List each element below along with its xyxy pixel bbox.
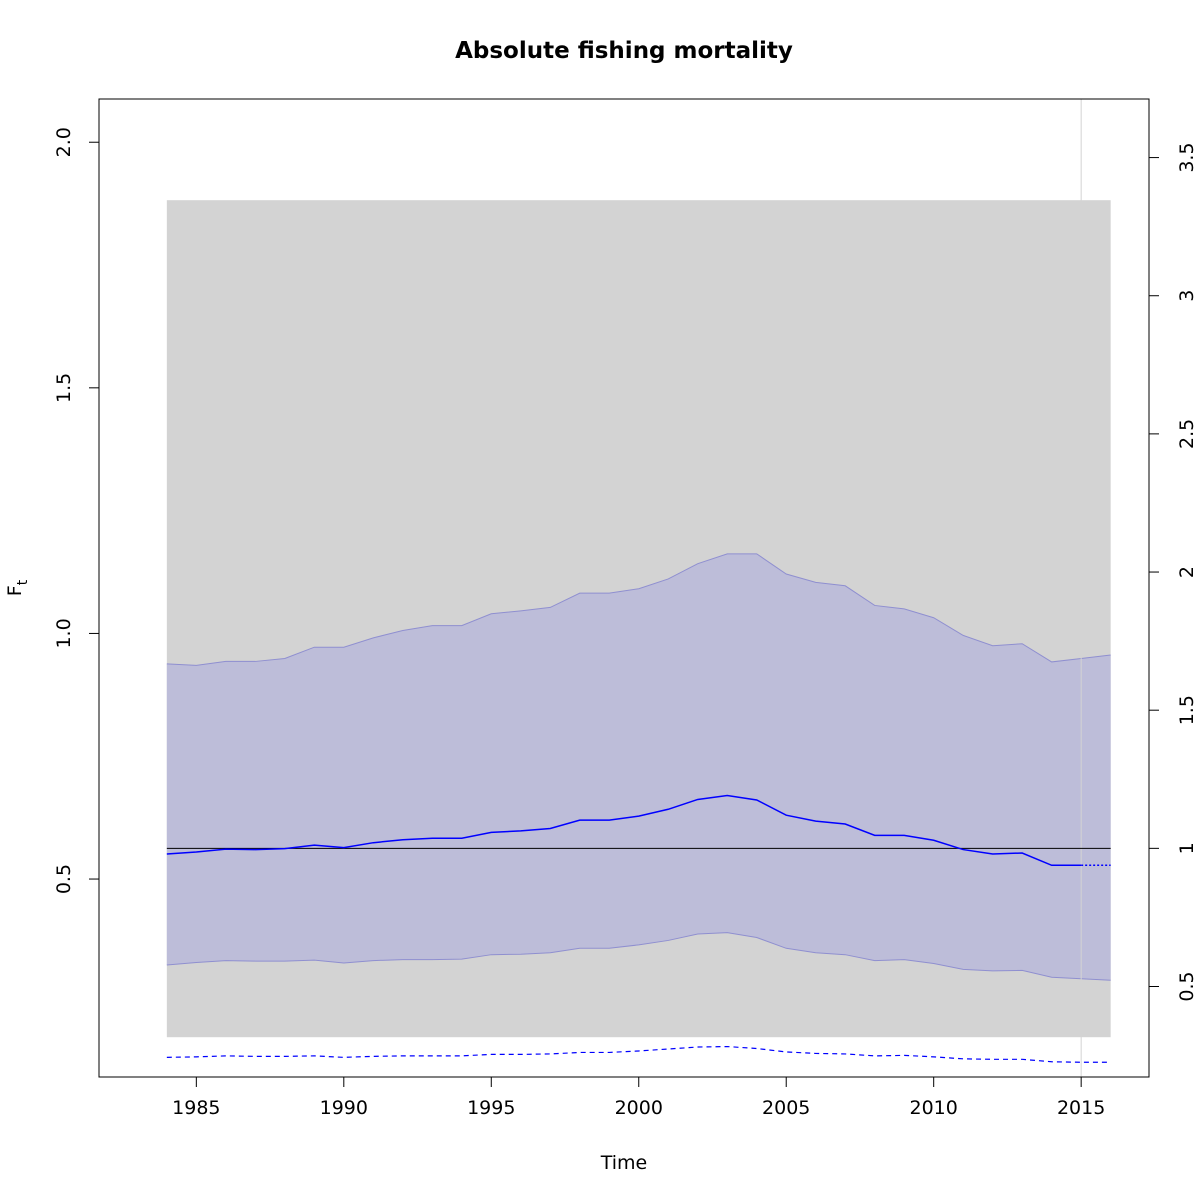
y-axis-right: 0.5 1 1.5 2 2.5 3 3.5 [1148, 142, 1198, 1002]
y-tick-label: 1.0 [53, 618, 75, 648]
ci-band [166, 553, 1111, 981]
y-right-tick-label: 2.5 [1176, 419, 1198, 449]
x-axis: 1985 1990 1995 2000 2005 2010 2015 [172, 1076, 1105, 1119]
plot-area [166, 99, 1111, 1077]
y-axis-label: Ft [4, 579, 31, 596]
y-axis-label-main: F [4, 585, 26, 596]
x-tick-label: 2010 [910, 1097, 958, 1119]
y-axis-label-subscript: t [15, 579, 31, 585]
y-tick-label: 1.5 [53, 373, 75, 403]
y-axis-left: 0.5 1.0 1.5 2.0 [53, 127, 100, 894]
y-right-tick-label: 3.5 [1176, 142, 1198, 172]
y-tick-label: 2.0 [53, 127, 75, 157]
ci-lower-edge [166, 932, 1111, 981]
y-tick-label: 0.5 [53, 864, 75, 894]
series-estimate [166, 794, 1082, 867]
y-right-tick-label: 0.5 [1176, 971, 1198, 1001]
y-right-tick-label: 2 [1176, 566, 1198, 578]
x-axis-label: Time [600, 1152, 648, 1174]
x-tick-label: 2005 [762, 1097, 810, 1119]
x-tick-label: 2000 [615, 1097, 663, 1119]
chart-title: Absolute fishing mortality [455, 38, 793, 64]
x-tick-label: 2015 [1057, 1097, 1105, 1119]
x-tick-label: 1985 [172, 1097, 220, 1119]
x-tick-label: 1990 [320, 1097, 368, 1119]
y-right-tick-label: 1.5 [1176, 695, 1198, 725]
ci-upper-edge [166, 553, 1111, 666]
series-lower-reference [166, 1045, 1111, 1063]
y-right-tick-label: 3 [1176, 290, 1198, 302]
y-right-tick-label: 1 [1176, 842, 1198, 854]
x-tick-label: 1995 [467, 1097, 515, 1119]
